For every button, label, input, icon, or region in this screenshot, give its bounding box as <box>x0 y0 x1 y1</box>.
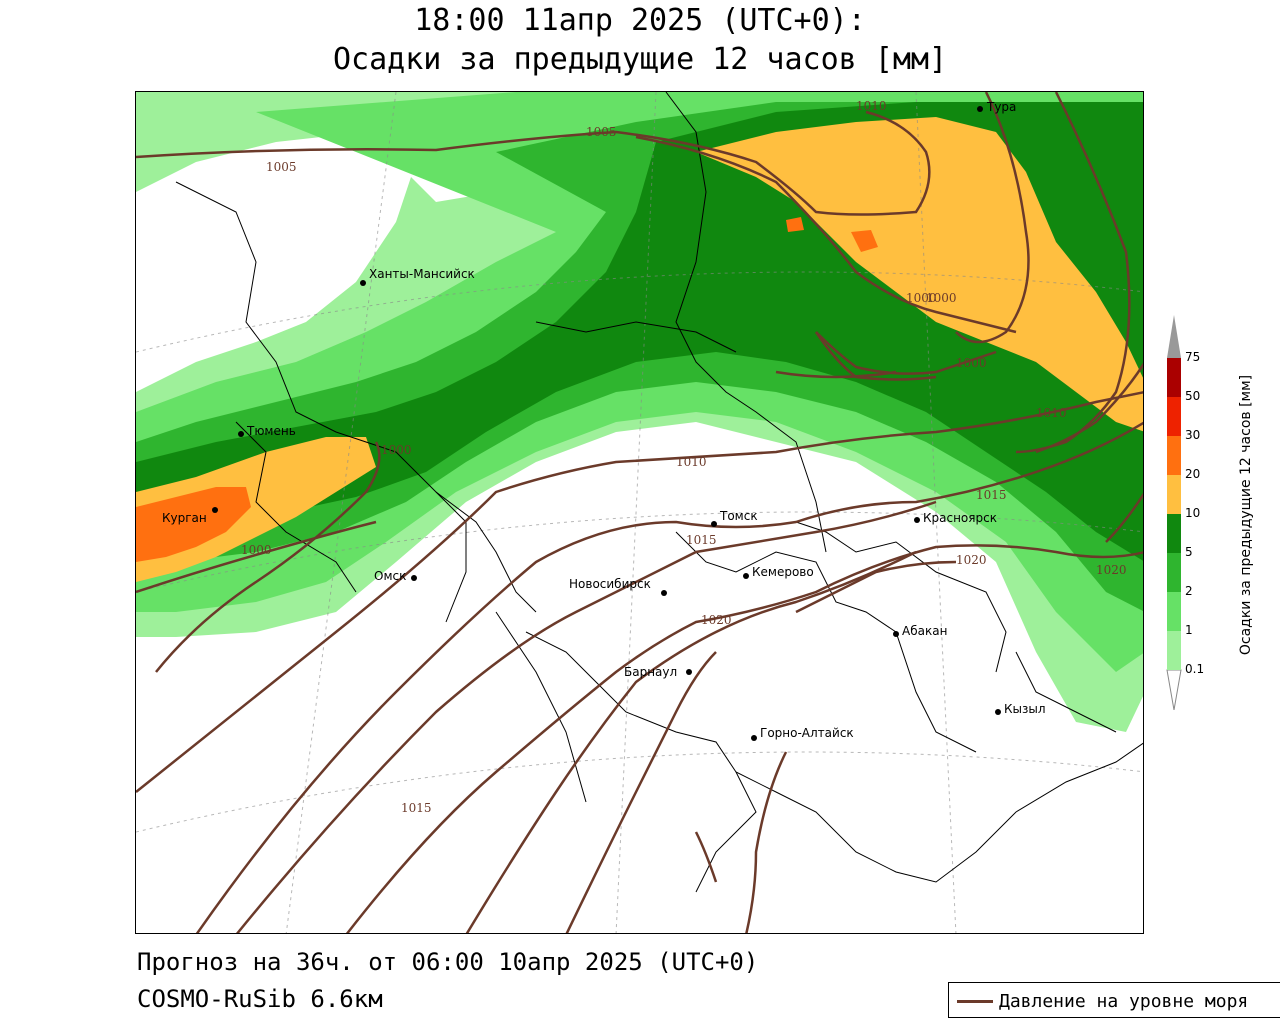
colorbar-cell-20 <box>1167 436 1181 475</box>
isobar-label: 1005 <box>266 160 297 174</box>
svg-text:Тюмень: Тюмень <box>246 424 296 438</box>
precip-colorbar <box>1163 315 1193 711</box>
map-title: 18:00 11апр 2025 (UTC+0): <box>414 3 866 38</box>
svg-text:Омск: Омск <box>374 569 406 583</box>
city-omsk: Омск <box>374 569 417 583</box>
svg-text:Тура: Тура <box>986 100 1016 114</box>
colorbar-cell-2 <box>1167 553 1181 592</box>
isobars <box>136 92 1143 933</box>
colorbar-tick-label: 30 <box>1185 428 1201 442</box>
colorbar-above-tip <box>1167 315 1181 358</box>
isobar-label: 1000 <box>926 291 957 305</box>
isobar-legend-label: Давление на уровне моря <box>999 991 1249 1012</box>
city-novosibirsk: Новосибирск <box>569 577 667 596</box>
colorbar-cell-0.1 <box>1167 631 1181 670</box>
map-subtitle: Осадки за предыдущие 12 часов [мм] <box>332 42 948 77</box>
colorbar-tick-label: 10 <box>1185 506 1201 520</box>
colorbar-cell-10 <box>1167 475 1181 514</box>
colorbar-cell-50 <box>1167 358 1181 397</box>
isobar-label: 1015 <box>976 488 1007 502</box>
colorbar-tick-label: 5 <box>1185 545 1193 559</box>
isobar-label: 1000 <box>381 443 412 457</box>
city-kurgan: Курган <box>162 507 218 525</box>
isobar-label: 1010 <box>676 455 707 469</box>
isobar-label: 1010 <box>1036 406 1067 420</box>
svg-text:Барнаул: Барнаул <box>624 665 677 679</box>
colorbar-tick-label: 1 <box>1185 623 1193 637</box>
isobar-label: 1000 <box>906 291 937 305</box>
svg-text:Красноярск: Красноярск <box>923 511 997 525</box>
svg-text:Курган: Курган <box>162 511 207 525</box>
svg-text:Кемерово: Кемерово <box>752 565 814 579</box>
colorbar-tick-label: 75 <box>1185 350 1201 364</box>
isobar-label: 1010 <box>856 99 887 113</box>
city-markers: Тура Ханты-Мансийск Тюмень Курган Омск Т… <box>162 100 1046 741</box>
isobar-label: 1015 <box>686 533 717 547</box>
svg-text:Абакан: Абакан <box>902 624 947 638</box>
isobar-label: 1005 <box>586 125 617 139</box>
isobar-label: 1000 <box>956 356 987 370</box>
city-abakan: Абакан <box>893 624 947 638</box>
city-kemerovo: Кемерово <box>743 565 814 579</box>
isobar-legend-line <box>957 1000 993 1003</box>
svg-text:Новосибирск: Новосибирск <box>569 577 651 591</box>
region-borders <box>175 92 1143 893</box>
svg-text:Ханты-Мансийск: Ханты-Мансийск <box>369 267 475 281</box>
city-krasnoyarsk: Красноярск <box>914 511 997 525</box>
colorbar-cell-30 <box>1167 397 1181 436</box>
city-gorno-altaysk: Горно-Алтайск <box>751 726 854 741</box>
colorbar-tick-label: 2 <box>1185 584 1193 598</box>
city-tyumen: Тюмень <box>238 424 296 438</box>
svg-text:Горно-Алтайск: Горно-Алтайск <box>760 726 854 740</box>
colorbar-cell-5 <box>1167 514 1181 553</box>
city-tura: Тура <box>977 100 1016 114</box>
isobar-label: 1000 <box>241 543 272 557</box>
colorbar-below-tip <box>1166 669 1182 711</box>
colorbar-tick-label: 20 <box>1185 467 1201 481</box>
isobar-label: 1020 <box>956 553 987 567</box>
city-tomsk: Томск <box>711 509 758 527</box>
model-name: COSMO-RuSib 6.6км <box>137 985 383 1013</box>
isobar-label: 1020 <box>701 613 732 627</box>
colorbar-tick-label: 50 <box>1185 389 1201 403</box>
precipitation-map: 1005 1005 1000 1000 1000 1000 1010 1010 … <box>135 91 1144 934</box>
isobar-label: 1020 <box>1096 563 1127 577</box>
city-barnaul: Барнаул <box>624 665 692 679</box>
colorbar-tick-label: 0.1 <box>1185 662 1205 676</box>
precip-fields <box>136 92 1143 732</box>
city-khanty-mansiysk: Ханты-Мансийск <box>360 267 475 286</box>
forecast-info: Прогноз на 36ч. от 06:00 10апр 2025 (UTC… <box>137 948 759 976</box>
isobar-labels: 1005 1005 1000 1000 1000 1000 1010 1010 … <box>241 99 1127 815</box>
svg-text:Кызыл: Кызыл <box>1004 702 1046 716</box>
colorbar-cells <box>1166 315 1182 711</box>
colorbar-cell-1 <box>1167 592 1181 631</box>
isobar-label: 1015 <box>401 801 432 815</box>
isobar-legend: Давление на уровне моря <box>948 982 1280 1018</box>
city-kyzyl: Кызыл <box>995 702 1046 716</box>
svg-text:Томск: Томск <box>719 509 758 523</box>
